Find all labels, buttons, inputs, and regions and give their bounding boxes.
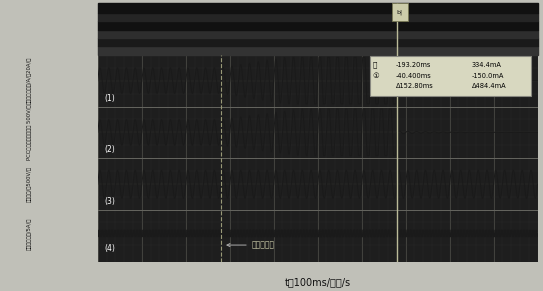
- Text: -40.400ms: -40.400ms: [396, 72, 432, 79]
- Bar: [392, 3, 408, 21]
- Text: 孤岛发生点: 孤岛发生点: [227, 241, 275, 250]
- Text: 电容电流分量/5A/格: 电容电流分量/5A/格: [27, 217, 32, 250]
- Bar: [98, 38, 538, 46]
- Bar: [98, 21, 538, 30]
- Text: 334.4mA: 334.4mA: [471, 62, 502, 68]
- Bar: [98, 13, 538, 21]
- Text: b|: b|: [397, 9, 403, 15]
- Text: -150.0mA: -150.0mA: [471, 72, 504, 79]
- Text: Δ152.80ms: Δ152.80ms: [396, 84, 434, 89]
- Bar: [98, 46, 538, 55]
- Text: ⓪: ⓪: [372, 61, 377, 68]
- Text: 电变层电流分量/A/格20A/格: 电变层电流分量/A/格20A/格: [27, 57, 32, 104]
- Text: ①: ①: [372, 72, 379, 79]
- Bar: [98, 30, 538, 38]
- Text: (1): (1): [104, 94, 115, 103]
- Text: -193.20ms: -193.20ms: [396, 62, 431, 68]
- Text: Δ484.4mA: Δ484.4mA: [471, 84, 506, 89]
- Text: PCC母线电压分量输出 500V/格: PCC母线电压分量输出 500V/格: [27, 104, 32, 160]
- Text: 电容电压/格500V/格: 电容电压/格500V/格: [27, 166, 32, 202]
- Bar: [98, 3, 538, 13]
- Text: (2): (2): [104, 146, 115, 155]
- FancyBboxPatch shape: [370, 56, 531, 96]
- Bar: [98, 55, 538, 262]
- Text: t（100ms/格）/s: t（100ms/格）/s: [285, 277, 351, 288]
- Text: (3): (3): [104, 197, 115, 206]
- Text: (4): (4): [104, 244, 115, 253]
